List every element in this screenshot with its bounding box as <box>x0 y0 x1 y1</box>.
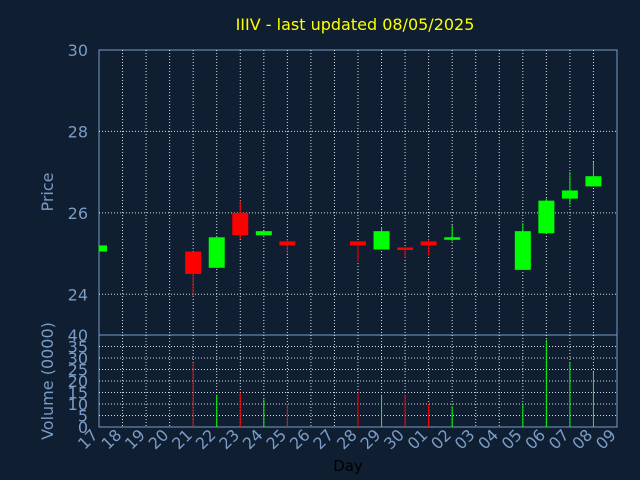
x-axis-label: Day <box>333 457 363 475</box>
candles-group <box>98 161 602 297</box>
candle-body-down <box>350 241 366 246</box>
x-ticks: 1718192021222324252627282930010203040506… <box>74 425 620 453</box>
candle-body-down <box>420 241 437 246</box>
price-tick-label: 24 <box>68 285 88 304</box>
price-y-ticks: 24 26 28 30 <box>68 41 88 304</box>
volume-tick-label: 20 <box>68 372 88 391</box>
price-axis-label: Price <box>38 172 57 211</box>
price-tick-label: 26 <box>68 204 88 223</box>
candle-body-up <box>514 231 531 270</box>
volume-tick-label: 25 <box>68 361 88 380</box>
price-tick-label: 28 <box>68 122 88 141</box>
candle-body-up <box>255 231 272 236</box>
candle-body-down <box>232 212 249 236</box>
volume-bars-group <box>192 339 594 427</box>
candle-body-up <box>373 231 390 250</box>
candle-body-up <box>208 237 225 268</box>
chart-title: IIIV - last updated 08/05/2025 <box>236 15 475 34</box>
candle-body-down <box>279 241 296 246</box>
candle-body-down <box>185 251 202 274</box>
grid-lines <box>99 50 617 427</box>
volume-tick-label: 35 <box>68 338 88 357</box>
candle-body-up <box>561 190 578 199</box>
volume-tick-label: 10 <box>68 395 88 414</box>
candle-body-up <box>585 176 602 187</box>
volume-axis-label: Volume (0000) <box>38 322 57 440</box>
candle-body-up <box>444 237 461 240</box>
volume-tick-label: 30 <box>68 349 88 368</box>
candle-body-up <box>538 200 555 234</box>
volume-tick-label: 15 <box>68 384 88 403</box>
candle-body-down <box>397 247 414 250</box>
price-tick-label: 30 <box>68 41 88 60</box>
candle-body-up <box>99 245 107 252</box>
x-tick-label: 09 <box>592 425 620 453</box>
volume-tick-label: 5 <box>78 407 88 426</box>
volume-tick-label: 40 <box>68 326 88 345</box>
volume-tick-label: 0 <box>78 418 88 437</box>
